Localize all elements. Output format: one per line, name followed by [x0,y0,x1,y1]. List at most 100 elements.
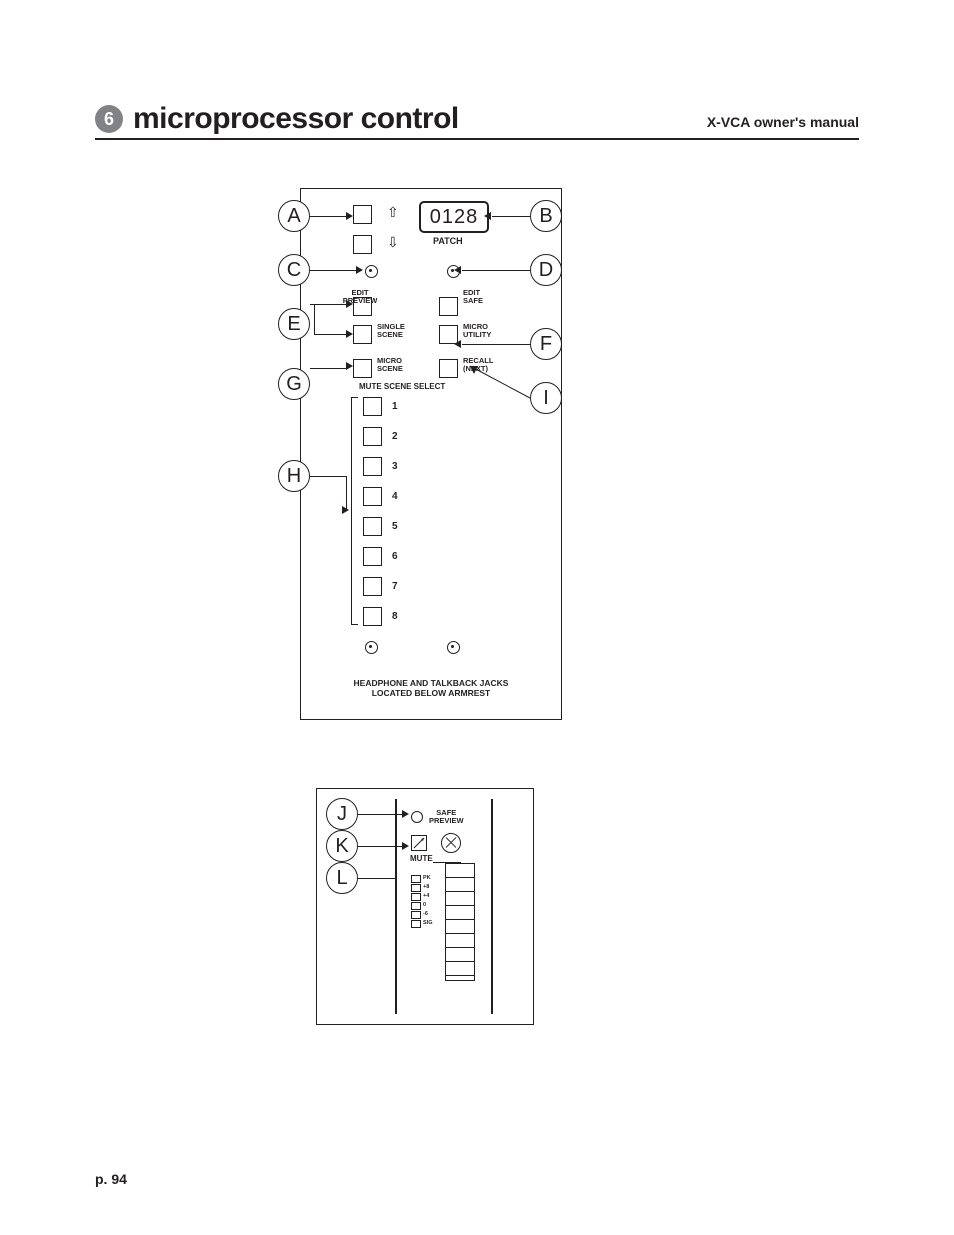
edit-safe-label: EDIT SAFE [463,289,483,304]
page-header: 6 microprocessor control X-VCA owner's m… [95,102,859,140]
single-scene-button [353,325,372,344]
arrow-b [492,216,530,217]
led-bottom-left [365,641,378,654]
micro-utility-label: MICRO UTILITY [463,323,491,338]
led-bottom-right [447,641,460,654]
callout-b: B [530,200,562,232]
arrow-i-svg [460,358,532,400]
callout-i: I [530,382,562,414]
down-button [353,235,372,254]
arrowhead-g [346,362,353,370]
guide-line-left [395,799,397,1014]
arrowhead-e1 [346,300,353,308]
arrow-l-v [396,860,397,878]
arrow-h [310,476,346,477]
callout-e: E [278,308,310,340]
safe-preview-led [411,811,423,823]
mute-num-5: 5 [392,521,398,532]
footer-line1: HEADPHONE AND TALKBACK JACKS [301,679,561,688]
led-left [365,265,378,278]
meter-pk [411,875,421,883]
mute-button-6 [363,547,382,566]
up-arrow-icon: ⇧ [387,205,399,219]
arrow-k [358,846,402,847]
arrowhead-a [346,212,353,220]
mute-row-7: 7 [363,577,398,596]
mute-button [411,835,427,851]
arrow-e2-h [314,334,346,335]
callout-c: C [278,254,310,286]
arrowhead-j [402,810,409,818]
meter-p8 [411,884,421,892]
callout-l: L [326,862,358,894]
micro-scene-button [353,359,372,378]
diagram-panel-top: ⇧ 0128 ⇩ PATCH EDIT PREVIEW EDIT SAFE SI… [300,188,562,720]
chapter-number-badge: 6 [95,105,123,133]
arrowhead-k [402,842,409,850]
edit-preview-label: EDIT PREVIEW [335,289,385,304]
arrow-g [310,368,346,369]
mute-num-1: 1 [392,401,398,412]
arrow-d [462,270,530,271]
page: 6 microprocessor control X-VCA owner's m… [0,0,954,1235]
edit-safe-button [439,297,458,316]
arrowhead-d [454,266,461,274]
callout-k: K [326,830,358,862]
arrow-e-v [314,304,315,334]
callout-h: H [278,460,310,492]
meter-0 [411,902,421,910]
arrowhead-e2 [346,330,353,338]
mute-button-4 [363,487,382,506]
meter-0-label: 0 [423,902,426,908]
mute-button-1 [363,397,382,416]
mute-scene-select-label: MUTE SCENE SELECT [359,383,445,391]
meter-pk-label: PK [423,875,431,881]
mute-row-4: 4 [363,487,398,506]
mute-row-6: 6 [363,547,398,566]
mute-num-3: 3 [392,461,398,472]
arrow-f [462,344,530,345]
mute-icon [412,836,426,850]
meter-m6-label: -6 [423,911,428,917]
mute-button-7 [363,577,382,596]
callout-j: J [326,798,358,830]
arrowhead-h [342,506,349,514]
patch-display: 0128 [419,201,489,233]
mute-row-3: 3 [363,457,398,476]
mute-num-6: 6 [392,551,398,562]
arrow-a [310,216,346,217]
meter-p8-label: +8 [423,884,429,890]
recall-next-button [439,359,458,378]
mute-button-2 [363,427,382,446]
meter-m6 [411,911,421,919]
mute-num-4: 4 [392,491,398,502]
meter-p4 [411,893,421,901]
callout-a: A [278,200,310,232]
mute-button-8 [363,607,382,626]
mute-row-5: 5 [363,517,398,536]
callout-f: F [530,328,562,360]
mute-button-5 [363,517,382,536]
arrow-c [310,270,356,271]
down-arrow-icon: ⇩ [387,235,399,249]
arrowhead-c [356,266,363,274]
arrowhead-b [484,212,491,220]
mute-row-8: 8 [363,607,398,626]
safe-preview-label: SAFE PREVIEW [429,809,464,824]
arrow-j [358,814,402,815]
mute-label: MUTE [410,855,433,863]
mute-row-1: 1 [363,397,398,416]
meter-sig [411,920,421,928]
arrow-h-v [346,476,347,510]
manual-name: X-VCA owner's manual [707,114,859,136]
arrowhead-f [454,340,461,348]
mute-row-2: 2 [363,427,398,446]
mute-num-8: 8 [392,611,398,622]
micro-scene-label: MICRO SCENE [377,357,403,372]
callout-d: D [530,254,562,286]
meter-p4-label: +4 [423,893,429,899]
up-button [353,205,372,224]
mute-bracket [351,397,352,625]
single-scene-label: SINGLE SCENE [377,323,405,338]
patch-label: PATCH [433,237,463,246]
